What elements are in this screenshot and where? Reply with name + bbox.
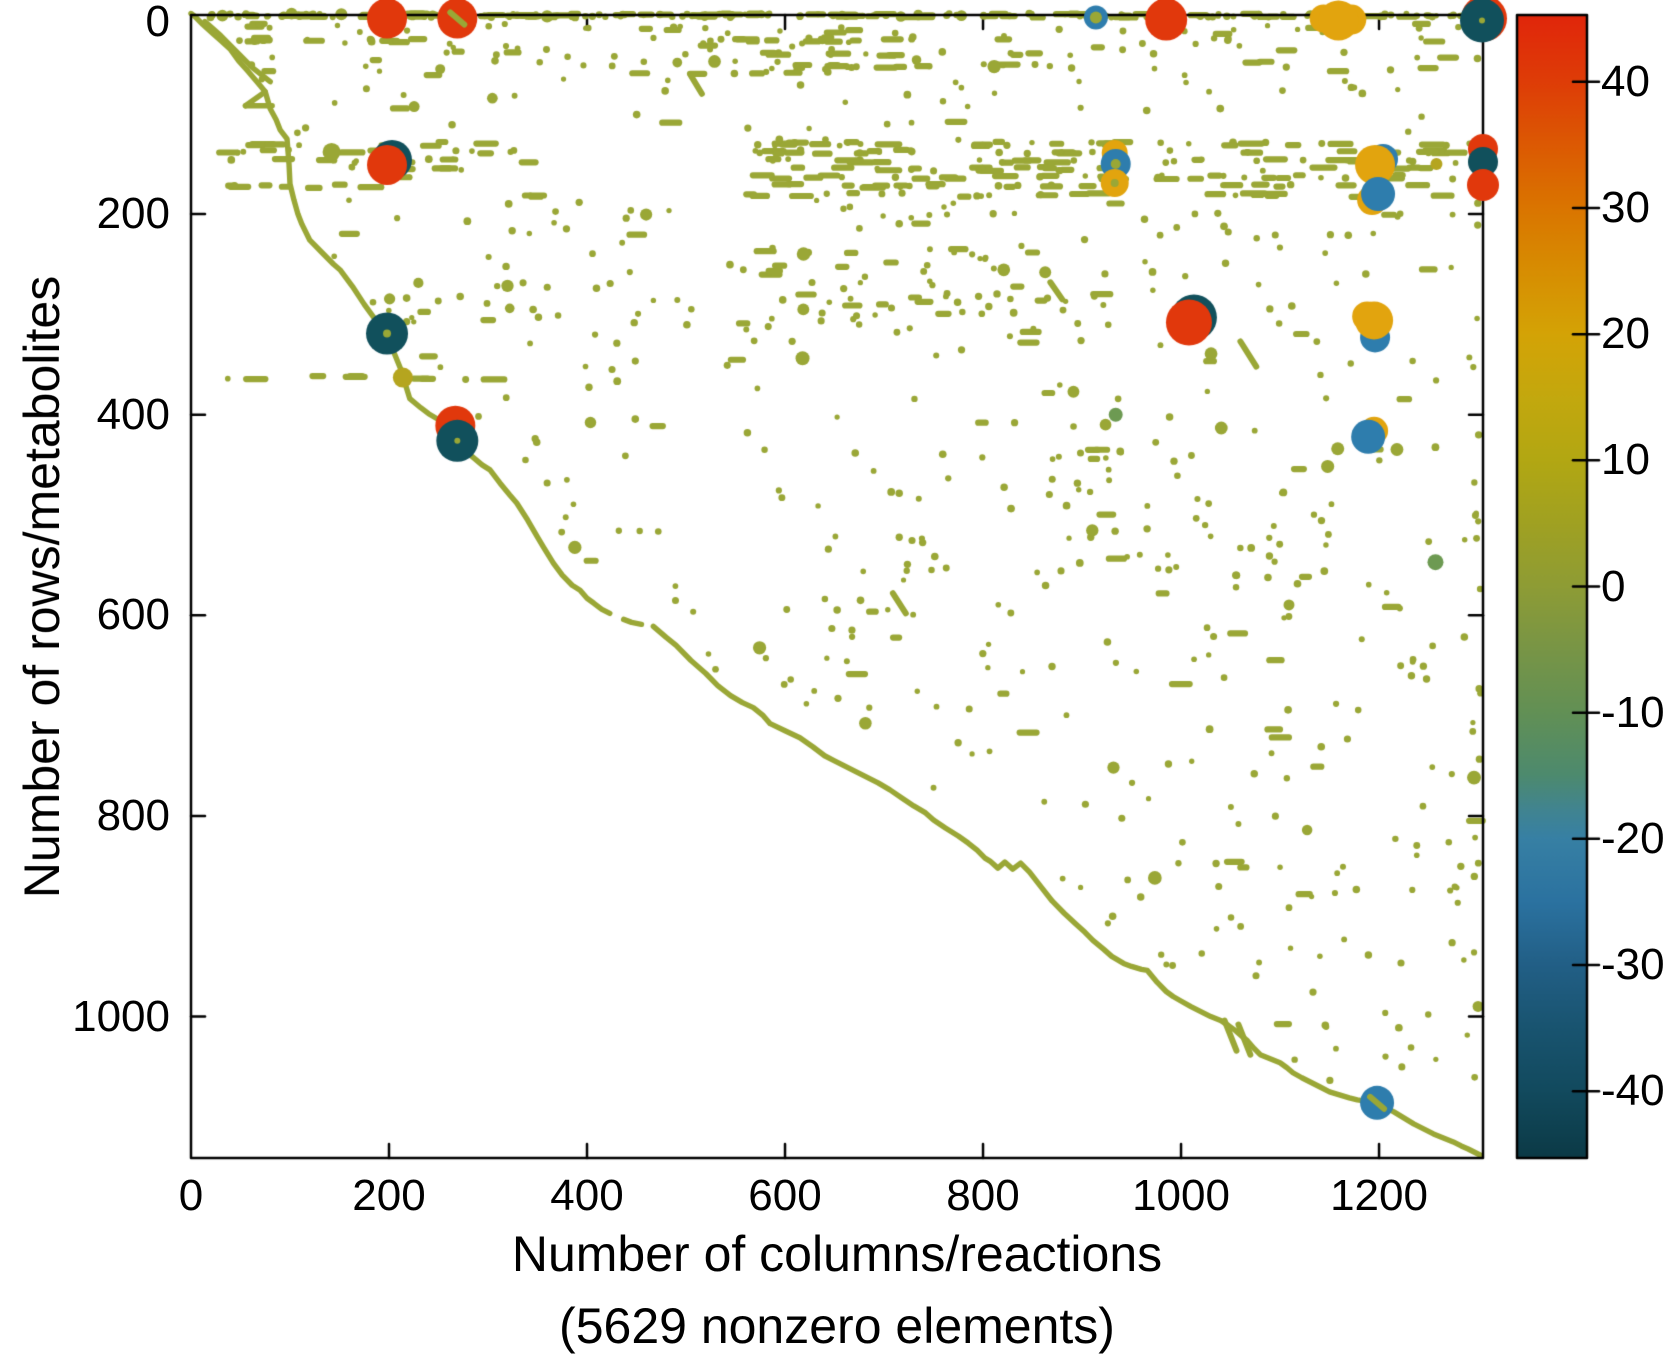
colorbar-tick-label: 0 [1601, 561, 1626, 611]
x-axis-label-line2: (5629 nonzero elements) [559, 1298, 1115, 1354]
colorbar-tick-label: 10 [1601, 435, 1650, 485]
y-tick-label: 800 [96, 790, 170, 840]
colorbar-tick-label: -10 [1601, 687, 1663, 737]
x-tick-label: 0 [178, 1171, 204, 1220]
x-tick-label: 600 [748, 1171, 822, 1220]
y-tick-label: 1000 [72, 991, 170, 1041]
y-tick-label: 200 [96, 189, 170, 239]
x-tick-label: 1000 [1132, 1171, 1230, 1220]
x-tick-label: 200 [352, 1171, 426, 1220]
colorbar-tick-label: -30 [1601, 939, 1663, 989]
y-tick-label: 0 [145, 0, 170, 46]
y-tick-label: 400 [96, 389, 170, 439]
colorbar-tick-label: 20 [1601, 309, 1650, 359]
colorbar-tick-label: -20 [1601, 813, 1663, 863]
colorbar-tick-label: 30 [1601, 183, 1650, 233]
x-tick-label: 800 [946, 1171, 1020, 1220]
x-tick-label: 400 [550, 1171, 624, 1220]
y-tick-label: 600 [96, 590, 170, 640]
x-tick-label: 1200 [1330, 1171, 1428, 1220]
colorbar-tick-label: 40 [1601, 56, 1650, 106]
x-axis-label-line1: Number of columns/reactions [511, 1226, 1163, 1282]
colorbar-tick-label: -40 [1601, 1066, 1663, 1116]
x-axis-label: Number of columns/reactions (5629 nonzer… [512, 1218, 1162, 1362]
